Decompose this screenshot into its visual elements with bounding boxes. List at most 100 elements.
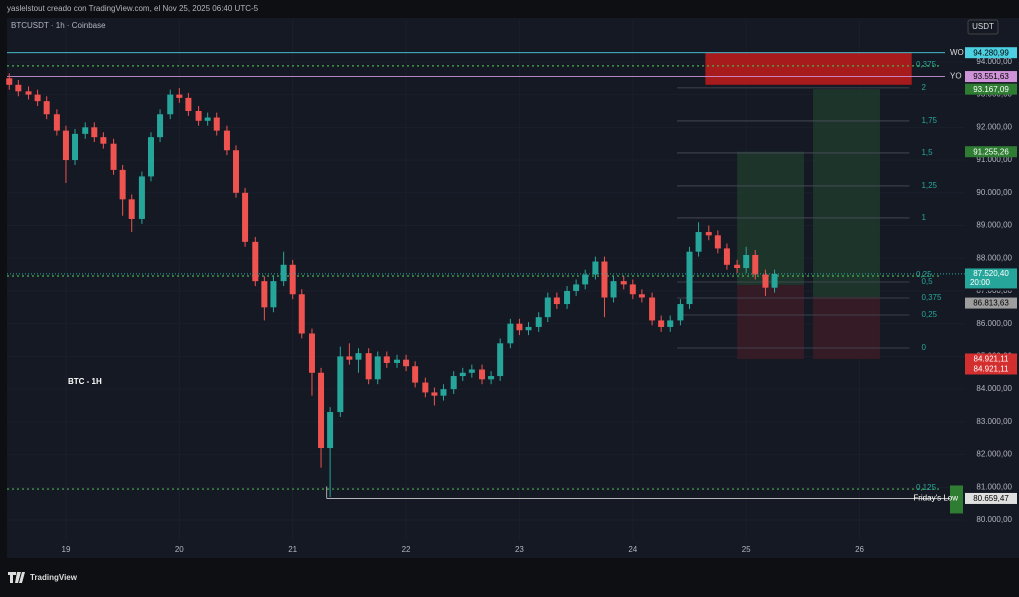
candle-body xyxy=(72,133,79,161)
candle-body xyxy=(176,94,183,98)
profit-zone xyxy=(813,89,880,298)
candle-body xyxy=(213,117,220,131)
brand: TradingView xyxy=(30,573,78,582)
candle-body xyxy=(553,297,560,305)
friday-low-text: Friday's Low xyxy=(913,494,958,503)
candle-body xyxy=(601,261,608,298)
fib-label: 1,75 xyxy=(921,116,937,125)
candle-body xyxy=(658,320,665,327)
candle-body xyxy=(497,343,504,377)
candle-body xyxy=(752,254,759,275)
candle-body xyxy=(705,232,712,236)
candle-body xyxy=(564,290,571,305)
annotation: BTC - 1H xyxy=(68,377,102,386)
candle-body xyxy=(233,150,240,193)
y-tick-label: 90.000,00 xyxy=(976,188,1012,197)
candle-body xyxy=(516,323,523,331)
candle-body xyxy=(450,376,457,390)
candle-body xyxy=(374,356,381,380)
candle-body xyxy=(403,359,410,367)
friday-low-marker xyxy=(950,485,963,514)
countdown: 20:00 xyxy=(970,278,991,287)
y-tick-label: 81.000,00 xyxy=(976,482,1012,491)
candle-body xyxy=(431,392,438,396)
candle-body xyxy=(15,84,22,92)
candle-body xyxy=(620,281,627,285)
fib-label: 1,25 xyxy=(921,181,937,190)
candle-body xyxy=(394,359,401,363)
y-tick-label: 92.000,00 xyxy=(976,122,1012,131)
price-tag-label: 94.280,99 xyxy=(973,48,1009,57)
price-tag xyxy=(965,71,1017,83)
y-tick-label: 83.000,00 xyxy=(976,417,1012,426)
price-tag xyxy=(965,83,1017,95)
candle-body xyxy=(488,376,495,380)
currency: USDT xyxy=(972,22,994,31)
supply-zone xyxy=(705,52,912,85)
candle-body xyxy=(695,232,702,252)
y-tick-label: 82.000,00 xyxy=(976,450,1012,459)
candle-body xyxy=(337,356,344,413)
candle-body xyxy=(507,323,514,344)
candle-body xyxy=(91,127,98,138)
loss-zone xyxy=(737,285,805,359)
candle-body xyxy=(53,114,60,131)
candle-body xyxy=(289,264,296,295)
price-tag xyxy=(965,363,1017,375)
level-name: WO xyxy=(950,48,964,57)
plot-area xyxy=(7,18,965,558)
last-price-label: 87.520,40 xyxy=(973,269,1009,278)
x-tick-label: 26 xyxy=(855,545,864,554)
candle-body xyxy=(280,264,287,282)
candle-body xyxy=(573,284,580,291)
candle-body xyxy=(762,274,769,288)
candle-body xyxy=(34,94,41,102)
candle-body xyxy=(629,284,636,295)
candle-body xyxy=(667,320,674,327)
x-tick-label: 22 xyxy=(402,545,411,554)
price-tag-label: 84.921,11 xyxy=(974,355,1010,364)
fib-label: 1 xyxy=(921,213,926,222)
candle-body xyxy=(138,176,145,219)
candle-body xyxy=(204,117,211,121)
fib-label: 0,375 xyxy=(921,293,942,302)
candle-body xyxy=(365,353,372,380)
fib-label: 0,5 xyxy=(921,277,933,286)
candle-body xyxy=(298,294,305,334)
candle-body xyxy=(582,274,589,285)
y-tick-label: 87.000,00 xyxy=(976,286,1012,295)
candle-body xyxy=(771,273,778,288)
price-tag-label: 93.167,09 xyxy=(973,85,1009,94)
price-tag-label: 86.813,63 xyxy=(973,299,1009,308)
candle-body xyxy=(592,261,599,275)
price-tag-label: 84.921,11 xyxy=(974,365,1010,374)
candle-body xyxy=(677,304,684,321)
candle-body xyxy=(355,353,362,360)
x-tick-label: 20 xyxy=(175,545,184,554)
candle-body xyxy=(308,333,315,373)
candle-body xyxy=(119,169,126,200)
candle-body xyxy=(147,137,154,177)
price-tag xyxy=(965,146,1017,158)
candle-body xyxy=(383,356,390,363)
candle-body xyxy=(327,412,334,449)
y-tick-label: 86.000,00 xyxy=(976,319,1012,328)
candle-body xyxy=(242,192,249,242)
candle-body xyxy=(479,369,486,380)
x-tick-label: 25 xyxy=(742,545,751,554)
y-tick-label: 88.000,00 xyxy=(976,253,1012,262)
x-tick-label: 24 xyxy=(628,545,637,554)
candle-body xyxy=(43,101,50,115)
candle-body xyxy=(544,297,551,318)
candle-body xyxy=(25,91,32,95)
candle-body xyxy=(422,382,429,393)
candle-body xyxy=(261,281,268,308)
candle-body xyxy=(638,294,645,298)
candle-body xyxy=(610,281,617,298)
candle-body xyxy=(185,97,192,111)
price-tag xyxy=(965,353,1017,365)
candle-body xyxy=(100,137,107,144)
currency-box xyxy=(967,19,999,35)
